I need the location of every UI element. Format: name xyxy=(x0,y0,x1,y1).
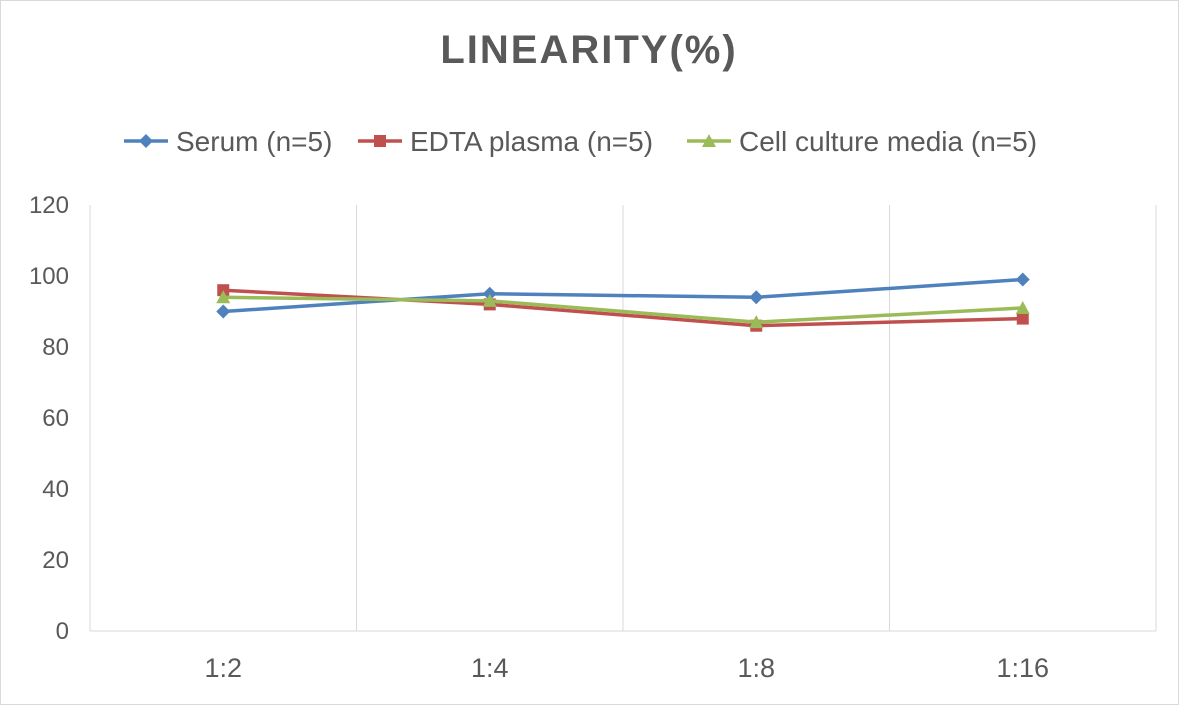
legend-marker xyxy=(374,135,386,147)
x-tick-label: 1:2 xyxy=(204,653,242,683)
legend-marker xyxy=(702,134,716,147)
data-point xyxy=(217,284,230,297)
series-group xyxy=(216,272,1030,332)
axes: 0 20 40 60 80 100 120 1:2 1:4 1:8 1:16 xyxy=(29,192,1156,683)
x-tick-label: 1:16 xyxy=(996,653,1049,683)
legend-label: Cell culture media (n=5) xyxy=(739,126,1037,157)
legend-label: EDTA plasma (n=5) xyxy=(410,126,653,157)
data-point xyxy=(482,286,497,301)
gridlines xyxy=(89,205,1157,631)
data-point xyxy=(1015,300,1030,314)
y-tick-label: 100 xyxy=(29,263,69,290)
data-point xyxy=(1016,312,1029,325)
legend-item: Serum (n=5) xyxy=(124,126,332,157)
x-tick-label: 1:4 xyxy=(471,653,509,683)
data-point xyxy=(749,315,764,329)
legend-item: Cell culture media (n=5) xyxy=(687,126,1037,157)
data-point xyxy=(482,293,497,307)
data-point xyxy=(1015,272,1030,287)
x-tick-label: 1:8 xyxy=(737,653,775,683)
legend-label: Serum (n=5) xyxy=(176,126,332,157)
y-tick-label: 80 xyxy=(42,334,69,361)
series-line xyxy=(223,295,1023,324)
legend-marker xyxy=(139,134,153,148)
y-tick-label: 40 xyxy=(42,476,69,503)
chart-title: LINEARITY(%) xyxy=(440,28,737,72)
series-diamond xyxy=(216,272,1030,319)
legend: Serum (n=5) EDTA plasma (n=5) Cell culture… xyxy=(124,126,1037,157)
data-point xyxy=(216,290,231,304)
y-tick-label: 20 xyxy=(42,547,69,574)
data-point xyxy=(749,290,764,305)
y-tick-label: 0 xyxy=(56,618,69,645)
legend-item: EDTA plasma (n=5) xyxy=(358,126,653,157)
y-tick-label: 120 xyxy=(29,192,69,219)
data-point xyxy=(216,304,231,319)
series-line xyxy=(223,277,1023,314)
series-line xyxy=(223,288,1023,328)
y-tick-label: 60 xyxy=(42,405,69,432)
series-triangle xyxy=(216,290,1030,329)
